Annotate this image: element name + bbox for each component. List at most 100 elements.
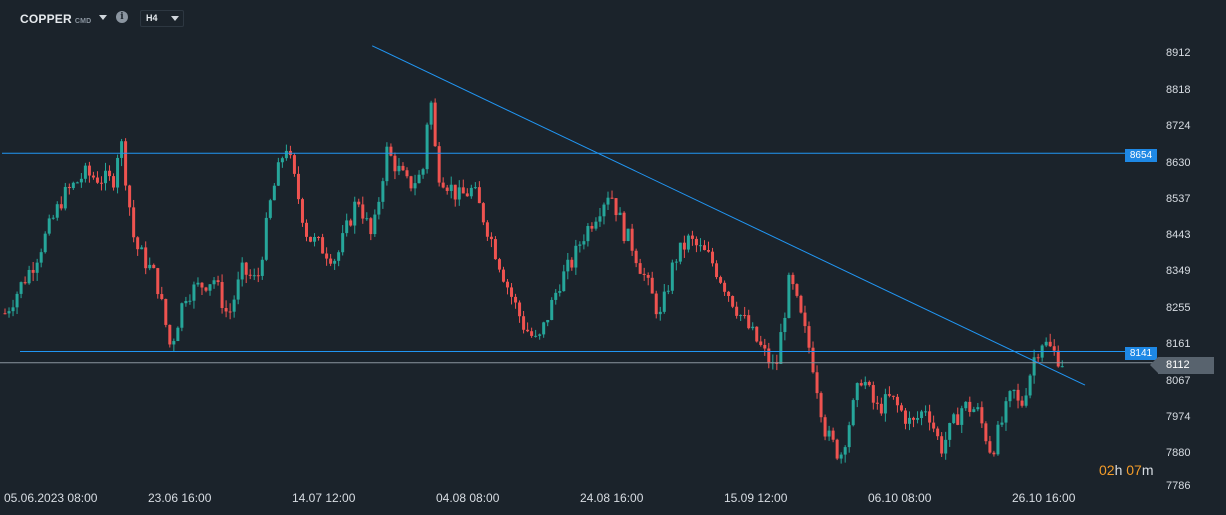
candle-body [723,282,727,292]
candle-body [11,307,15,312]
candle-body [715,263,719,278]
candle-body [433,102,437,147]
timeframe-selector[interactable]: H4 [140,10,184,27]
candle-body [1044,341,1048,346]
candle-body [674,261,678,263]
candle-body [1004,401,1008,423]
candle-body [1036,357,1040,359]
candle-body [952,414,956,424]
candle-body [389,146,393,156]
candle-body [220,282,224,308]
candle-body [1020,400,1024,406]
candle-body [473,187,477,189]
candle-body [79,178,83,183]
candle-body [506,281,509,288]
candle-body [566,259,570,272]
candle-body [1000,422,1004,425]
candle-body [305,222,308,237]
symbol-dropdown-icon[interactable] [96,12,110,24]
candle-body [27,269,31,284]
candle-body [409,176,413,189]
candle-body [441,182,445,188]
candle-body [104,170,107,184]
time-tick: 26.10 16:00 [1012,491,1076,505]
chart-toolbar: COPPER CMD i H4 [0,0,1226,36]
candle-body [501,269,505,282]
candle-body [630,228,634,251]
candle-body [908,417,911,424]
candle-body [658,311,662,315]
candle-body [936,428,940,437]
candle-body [67,186,71,189]
candle-body [337,252,341,261]
candle-body [851,400,855,426]
candle-body [811,347,815,373]
candle-body [272,185,276,201]
candle-body [353,201,357,226]
candle-body [108,170,112,177]
time-tick: 06.10 08:00 [868,491,932,505]
candle-body [365,218,369,220]
symbol-type: CMD [74,18,92,25]
candle-body [518,302,522,317]
candle-body [83,165,87,179]
candle-body [140,247,144,250]
candle-body [39,252,43,263]
price-tick: 8067 [1166,375,1191,387]
resistance-level-tag[interactable]: 8654 [1125,149,1157,162]
candle-body [847,425,851,448]
candle-body [550,299,554,320]
candle-body [779,332,783,364]
candle-body [112,176,116,188]
candle-body [188,300,192,302]
candle-body [855,383,859,401]
candle-body [208,284,212,291]
candle-body [972,409,976,412]
candle-body [835,439,839,459]
candle-body [747,315,751,329]
candle-body [731,296,735,307]
candle-body [224,307,228,312]
candle-body [228,311,232,313]
candle-countdown-timer: 02h 07m [1099,462,1154,478]
time-tick: 14.07 12:00 [292,491,356,505]
candle-body [510,287,514,297]
candle-body [538,334,542,336]
candle-body [313,237,317,242]
candle-body [698,245,702,247]
candle-body [437,146,441,183]
candle-body [31,269,35,273]
candle-body [453,184,457,200]
candle-body [1028,375,1032,396]
info-icon[interactable]: i [116,11,128,23]
time-tick: 04.08 08:00 [436,491,500,505]
candle-body [940,436,944,454]
candle-body [839,454,843,459]
candle-body [349,220,353,226]
candle-body [871,385,875,403]
candle-body [875,402,879,404]
candle-body [373,214,377,235]
candle-body [184,300,188,304]
candle-body [526,329,530,332]
candle-body [445,187,449,191]
candle-body [341,233,345,253]
candle-body [284,150,288,159]
candle-body [321,237,325,254]
candle-body [377,201,381,215]
price-tick: 8161 [1166,338,1191,350]
candle-body [292,155,296,174]
price-tick: 7786 [1166,480,1191,492]
candle-body [831,430,835,440]
candle-body [554,292,558,300]
candle-body [562,271,566,292]
candle-body [956,414,960,425]
candle-body [791,274,795,285]
symbol-name[interactable]: COPPER CMD [20,12,91,26]
candle-body [429,102,433,125]
support-level-tag[interactable]: 8141 [1125,347,1157,360]
timer-hours: 02 [1099,462,1115,478]
candle-body [489,236,493,240]
candle-body [264,217,268,260]
